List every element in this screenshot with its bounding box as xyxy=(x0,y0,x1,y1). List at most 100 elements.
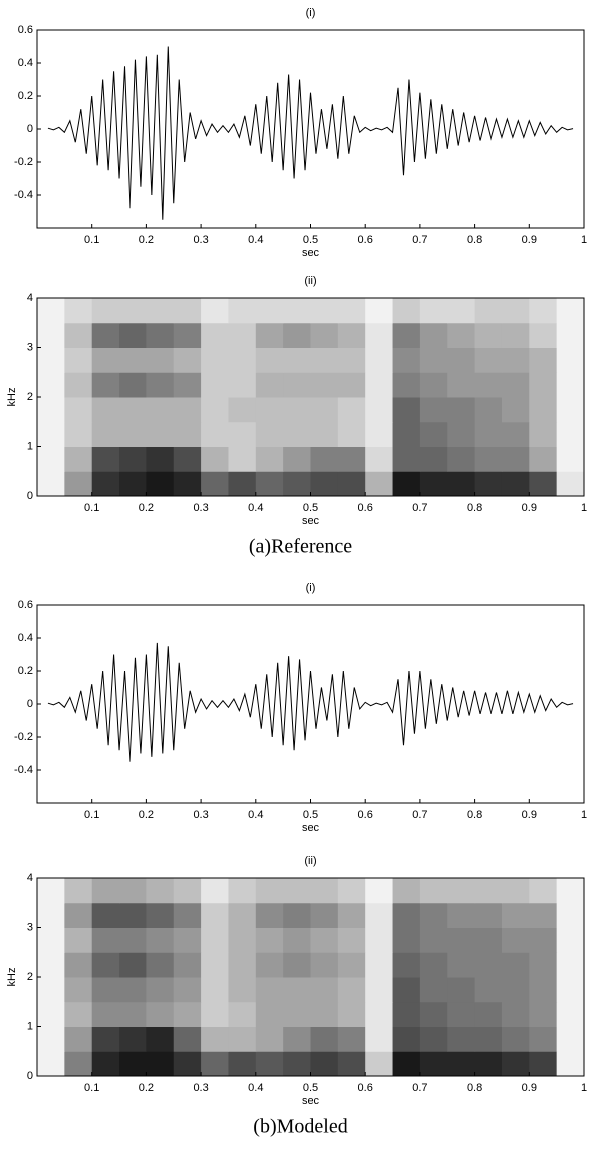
x-tick-label: 0.2 xyxy=(139,502,154,514)
y-axis-label: kHz xyxy=(6,968,18,987)
spectrogram-cell xyxy=(119,421,147,447)
spectrogram-cell xyxy=(146,372,175,398)
spectrogram-cell xyxy=(447,977,476,1003)
x-tick-label: 0.3 xyxy=(193,1082,208,1094)
spectrogram-cell xyxy=(255,421,284,447)
spectrogram-cell xyxy=(556,1051,585,1077)
spectrogram-cell xyxy=(392,927,421,953)
spectrogram-cell xyxy=(173,952,202,978)
spectrogram-cell xyxy=(474,347,503,373)
spectrogram-cell xyxy=(64,322,93,348)
spectrogram-cell xyxy=(501,1001,530,1027)
x-axis-label: sec xyxy=(302,247,320,259)
spectrogram-cell xyxy=(91,1026,120,1052)
spectrogram-cell xyxy=(173,421,202,447)
spectrogram-cell xyxy=(173,1026,202,1052)
spectrogram-cell xyxy=(337,878,366,904)
chart-title: (ii) xyxy=(304,855,316,867)
spectrogram-cell xyxy=(283,1001,311,1027)
spectrogram-cell xyxy=(255,977,284,1003)
spectrogram-cell xyxy=(91,902,120,928)
spectrogram-cell xyxy=(283,322,311,348)
spectrogram-cell xyxy=(337,1051,366,1077)
spectrogram-cell xyxy=(501,397,530,423)
spectrogram-cell xyxy=(173,397,202,423)
spectrogram-cell xyxy=(447,1001,476,1027)
spectrogram-cell xyxy=(201,397,229,423)
spectrogram-cell xyxy=(201,347,229,373)
x-axis-label: sec xyxy=(302,822,320,834)
spectrogram-cell xyxy=(501,298,530,324)
spectrogram-cell xyxy=(310,421,339,447)
spectrogram-cell xyxy=(201,471,229,497)
spectrogram-cell xyxy=(119,298,147,324)
spectrogram-cell xyxy=(419,1026,448,1052)
spectrogram-cell xyxy=(337,347,366,373)
x-tick-label: 0.9 xyxy=(522,502,537,514)
chart-title: (i) xyxy=(306,7,316,19)
spectrogram-cell xyxy=(255,322,284,348)
y-tick-label: 0 xyxy=(27,1070,33,1082)
spectrogram-cell xyxy=(392,421,421,447)
spectrogram-cell xyxy=(419,1051,448,1077)
spectrogram-cell xyxy=(556,347,585,373)
spectrogram-cell xyxy=(310,952,339,978)
spectrogram-cell xyxy=(146,878,175,904)
spectrogram-cell xyxy=(419,977,448,1003)
spectrogram-cell xyxy=(474,322,503,348)
x-tick-label: 0.9 xyxy=(522,809,537,821)
spectrogram-cell xyxy=(91,1051,120,1077)
spectrogram-cell xyxy=(119,372,147,398)
y-tick-label: 4 xyxy=(27,872,33,884)
y-tick-label: 0 xyxy=(27,698,33,710)
x-tick-label: 1 xyxy=(581,809,587,821)
x-tick-label: 0.3 xyxy=(193,234,208,246)
x-tick-label: 0.1 xyxy=(84,1082,99,1094)
spectrogram-cell xyxy=(392,298,421,324)
spectrogram-cell xyxy=(529,902,558,928)
x-tick-label: 0.6 xyxy=(358,809,373,821)
x-tick-label: 0.9 xyxy=(522,1082,537,1094)
spectrogram-cell xyxy=(173,347,202,373)
x-tick-label: 1 xyxy=(581,234,587,246)
spectrogram-cell xyxy=(283,977,311,1003)
spectrogram-cell xyxy=(529,471,558,497)
spectrogram-cell xyxy=(201,952,229,978)
x-tick-label: 0.8 xyxy=(467,234,482,246)
spectrogram-cell xyxy=(419,446,448,472)
spectrogram-cell xyxy=(447,471,476,497)
x-tick-label: 0.7 xyxy=(412,234,427,246)
spectrogram-cell xyxy=(91,372,120,398)
y-tick-label: 4 xyxy=(27,292,33,304)
spectrogram-cell xyxy=(474,1026,503,1052)
spectrogram-cell xyxy=(501,347,530,373)
y-tick-label: -0.2 xyxy=(14,156,33,168)
spectrogram-cell xyxy=(119,446,147,472)
y-tick-label: -0.4 xyxy=(14,764,33,776)
spectrogram-cell xyxy=(474,446,503,472)
spectrogram-cell xyxy=(365,1001,394,1027)
spectrogram-cell xyxy=(310,446,339,472)
spectrogram-cell xyxy=(529,446,558,472)
spectrogram-cell xyxy=(255,1001,284,1027)
spectrogram-cell xyxy=(37,372,65,398)
spectrogram-cell xyxy=(337,421,366,447)
spectrogram-cell xyxy=(146,927,175,953)
spectrogram-cell xyxy=(392,397,421,423)
x-tick-label: 0.3 xyxy=(193,502,208,514)
spectrogram-cell xyxy=(474,977,503,1003)
spectrogram-cell xyxy=(556,397,585,423)
spectrogram-cell xyxy=(556,1026,585,1052)
x-tick-label: 0.6 xyxy=(358,1082,373,1094)
spectrogram-cell xyxy=(474,927,503,953)
spectrogram-cell xyxy=(255,878,284,904)
spectrogram-cell xyxy=(91,927,120,953)
y-tick-label: 0.4 xyxy=(18,632,33,644)
spectrogram-cell xyxy=(474,471,503,497)
spectrogram-cell xyxy=(228,1001,257,1027)
spectrogram-cell xyxy=(365,397,394,423)
spectrogram-cell xyxy=(365,322,394,348)
spectrogram-cell xyxy=(447,952,476,978)
spectrogram-cell xyxy=(283,347,311,373)
spectrogram-cell xyxy=(447,878,476,904)
